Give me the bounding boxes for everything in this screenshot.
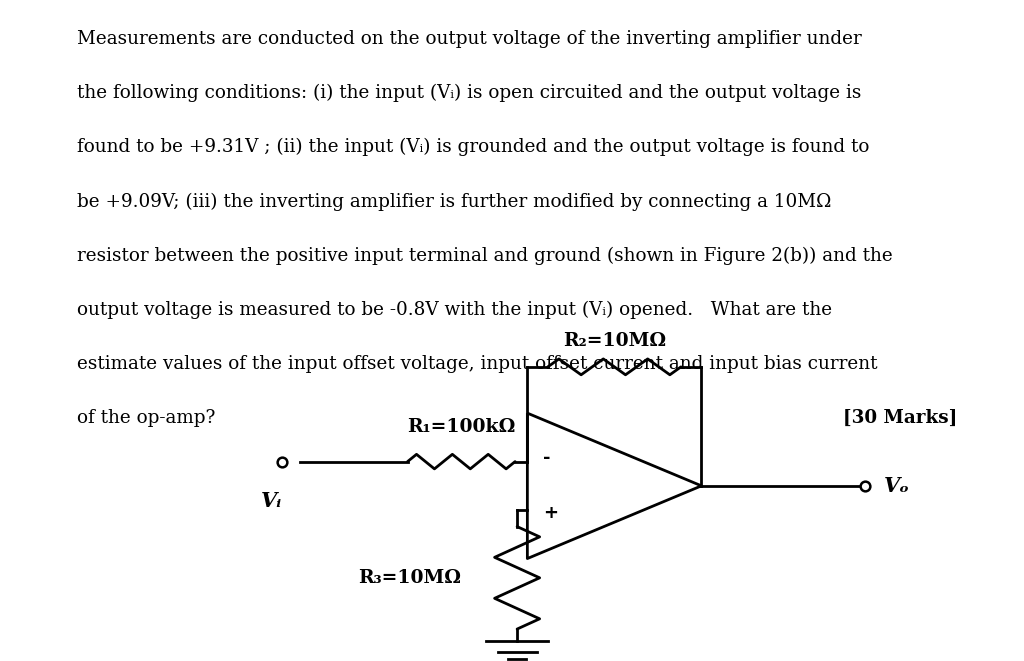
Text: of the op-amp?: of the op-amp?: [77, 409, 215, 427]
Text: -: -: [543, 449, 550, 467]
Text: Measurements are conducted on the output voltage of the inverting amplifier unde: Measurements are conducted on the output…: [77, 30, 861, 48]
Text: R₃=10MΩ: R₃=10MΩ: [357, 569, 461, 587]
Text: the following conditions: (i) the input (Vᵢ) is open circuited and the output vo: the following conditions: (i) the input …: [77, 84, 861, 102]
Text: estimate values of the input offset voltage, input offset current and input bias: estimate values of the input offset volt…: [77, 355, 878, 373]
Text: output voltage is measured to be -0.8V with the input (Vᵢ) opened.   What are th: output voltage is measured to be -0.8V w…: [77, 301, 831, 319]
Text: Vₒ: Vₒ: [884, 476, 909, 496]
Text: resistor between the positive input terminal and ground (shown in Figure 2(b)) a: resistor between the positive input term…: [77, 247, 893, 265]
Text: +: +: [543, 504, 558, 522]
Text: be +9.09V; (iii) the inverting amplifier is further modified by connecting a 10M: be +9.09V; (iii) the inverting amplifier…: [77, 192, 831, 211]
Text: R₁=100kΩ: R₁=100kΩ: [408, 418, 515, 436]
Text: found to be +9.31V ; (ii) the input (Vᵢ) is grounded and the output voltage is f: found to be +9.31V ; (ii) the input (Vᵢ)…: [77, 138, 869, 157]
Text: R₂=10MΩ: R₂=10MΩ: [563, 332, 666, 350]
Text: Vᵢ: Vᵢ: [261, 491, 282, 512]
Text: [30 Marks]: [30 Marks]: [843, 409, 957, 427]
